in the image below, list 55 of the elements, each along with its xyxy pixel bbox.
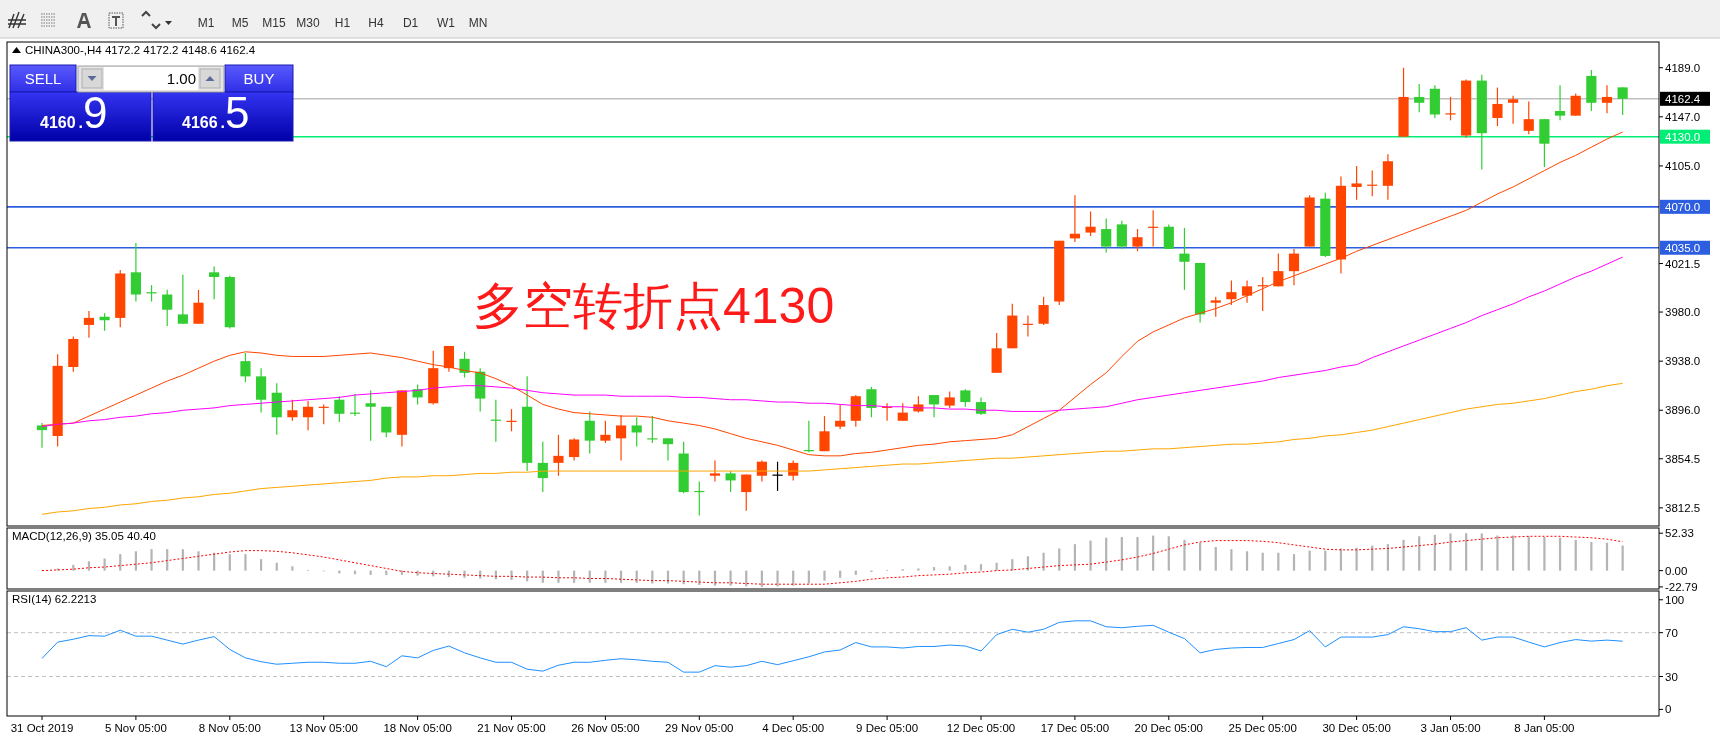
y-tick-label: 30 <box>1665 670 1678 683</box>
y-tick-label: 3938.0 <box>1665 355 1701 368</box>
x-tick-label: 31 Oct 2019 <box>10 722 74 734</box>
y-tick-label: 100 <box>1665 593 1685 606</box>
ref-line-label: 4035.0 <box>1665 241 1701 254</box>
annotation: BUY <box>243 70 275 87</box>
x-tick-label: 18 Nov 05:00 <box>383 722 452 734</box>
y-tick-label: 70 <box>1665 626 1678 639</box>
x-tick-label: 8 Jan 05:00 <box>1514 722 1575 734</box>
x-tick-label: 25 Dec 05:00 <box>1228 722 1297 734</box>
text: M1 <box>197 16 215 30</box>
annotation: 4160.9 <box>40 88 108 137</box>
ref-line-label: 4070.0 <box>1665 200 1701 213</box>
text: H4 <box>368 16 384 30</box>
y-tick-label: 3896.0 <box>1665 404 1701 417</box>
ref-line-label: 4130.0 <box>1665 130 1701 143</box>
x-tick-label: 29 Nov 05:00 <box>665 722 734 734</box>
text: M15 <box>262 16 286 30</box>
y-tick-label: 3980.0 <box>1665 306 1701 319</box>
annotation: 4166.5 <box>182 88 250 137</box>
x-tick-label: 3 Jan 05:00 <box>1420 722 1481 734</box>
x-tick-label: 4 Dec 05:00 <box>762 722 825 734</box>
x-tick-label: 20 Dec 05:00 <box>1134 722 1204 734</box>
ref-line-label: 4162.4 <box>1665 92 1701 105</box>
text: M5 <box>231 16 249 30</box>
annotation: 1.00 <box>166 70 196 87</box>
x-tick-label: 9 Dec 05:00 <box>856 722 919 734</box>
x-tick-label: 30 Dec 05:00 <box>1322 722 1391 734</box>
annotation: 多空转折点4130 <box>473 277 835 334</box>
chart-title: RSI(14) 62.2213 <box>12 593 97 605</box>
y-tick-label: 4147.0 <box>1665 110 1701 123</box>
text: H1 <box>334 16 351 30</box>
text: MN <box>468 16 488 30</box>
y-tick-label: 0 <box>1665 703 1672 716</box>
chart-title: MACD(12,26,9) 35.05 40.40 <box>12 530 156 542</box>
y-tick-label: -22.79 <box>1665 580 1698 593</box>
x-tick-label: 21 Nov 05:00 <box>477 722 546 734</box>
x-tick-label: 13 Nov 05:00 <box>289 722 358 734</box>
chart-title: CHINA300-,H4 4172.2 4172.2 4148.6 4162.4 <box>25 44 256 56</box>
x-tick-label: 8 Nov 05:00 <box>198 722 261 734</box>
x-tick-label: 26 Nov 05:00 <box>571 722 640 734</box>
x-tick-label: 5 Nov 05:00 <box>104 722 167 734</box>
text: W1 <box>437 16 456 30</box>
y-tick-label: 4189.0 <box>1665 61 1701 74</box>
y-tick-label: 4105.0 <box>1665 159 1701 172</box>
y-tick-label: 4021.5 <box>1665 257 1701 270</box>
x-tick-label: 12 Dec 05:00 <box>946 722 1016 734</box>
y-tick-label: 0.00 <box>1665 564 1688 577</box>
y-tick-label: 52.33 <box>1665 527 1694 540</box>
annotation: SELL <box>24 70 62 87</box>
y-tick-label: 3854.5 <box>1665 452 1701 465</box>
text: D1 <box>402 16 419 30</box>
x-tick-label: 17 Dec 05:00 <box>1040 722 1110 734</box>
text: M30 <box>296 16 320 30</box>
y-tick-label: 3812.5 <box>1665 501 1701 514</box>
